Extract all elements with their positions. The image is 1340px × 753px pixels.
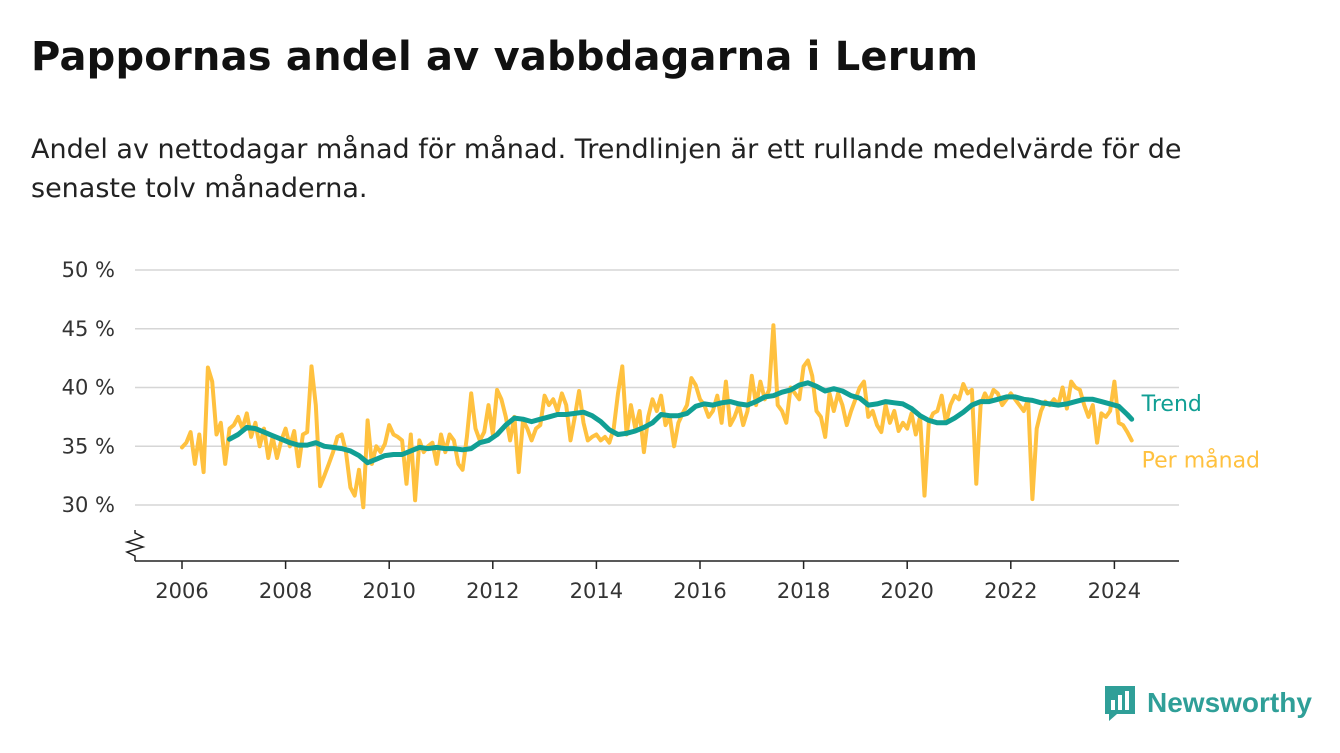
- chart-title: Pappornas andel av vabbdagarna i Lerum: [31, 34, 979, 80]
- y-axis: 30 % 35 % 40 % 45 % 50 %: [62, 258, 115, 517]
- y-tick-label: 40 %: [62, 376, 115, 400]
- series-label-0: Per månad: [1142, 447, 1260, 473]
- series-line-0: [180, 323, 1134, 510]
- y-tick-label: 45 %: [62, 317, 115, 341]
- brand-logo: Newsworthy: [1103, 684, 1312, 722]
- x-tick-label: 2006: [155, 579, 208, 603]
- x-tick-label: 2024: [1088, 579, 1141, 603]
- x-tick-label: 2010: [362, 579, 415, 603]
- grid: [135, 269, 1179, 506]
- newsworthy-icon: [1105, 686, 1135, 721]
- y-tick-label: 35 %: [62, 434, 115, 458]
- brand-name: Newsworthy: [1147, 687, 1312, 718]
- series-label-1: Trend: [1141, 392, 1202, 417]
- y-tick-label: 50 %: [62, 258, 115, 282]
- chart-subtitle: Andel av nettodagar månad för månad. Tre…: [31, 134, 1182, 204]
- x-tick-label: 2018: [777, 579, 830, 603]
- y-tick-label: 30 %: [62, 493, 115, 517]
- series-layer: [180, 323, 1135, 510]
- x-axis: 2006 2008 2010 2012 2014 2016 2018 2020 2022 2024: [124, 530, 1179, 603]
- line-chart: 30 % 35 % 40 % 45 % 50 % 2006 2008 2010 2012 201…: [62, 258, 1260, 603]
- x-tick-label: 2008: [259, 579, 312, 603]
- x-tick-label: 2012: [466, 579, 519, 603]
- axis-break-icon: [124, 530, 146, 561]
- series-line-1: [227, 380, 1135, 466]
- x-tick-label: 2022: [984, 579, 1037, 603]
- x-tick-label: 2014: [570, 579, 623, 603]
- x-tick-label: 2016: [673, 579, 726, 603]
- series-labels: Per månad Trend: [1141, 392, 1260, 473]
- x-tick-label: 2020: [880, 579, 933, 603]
